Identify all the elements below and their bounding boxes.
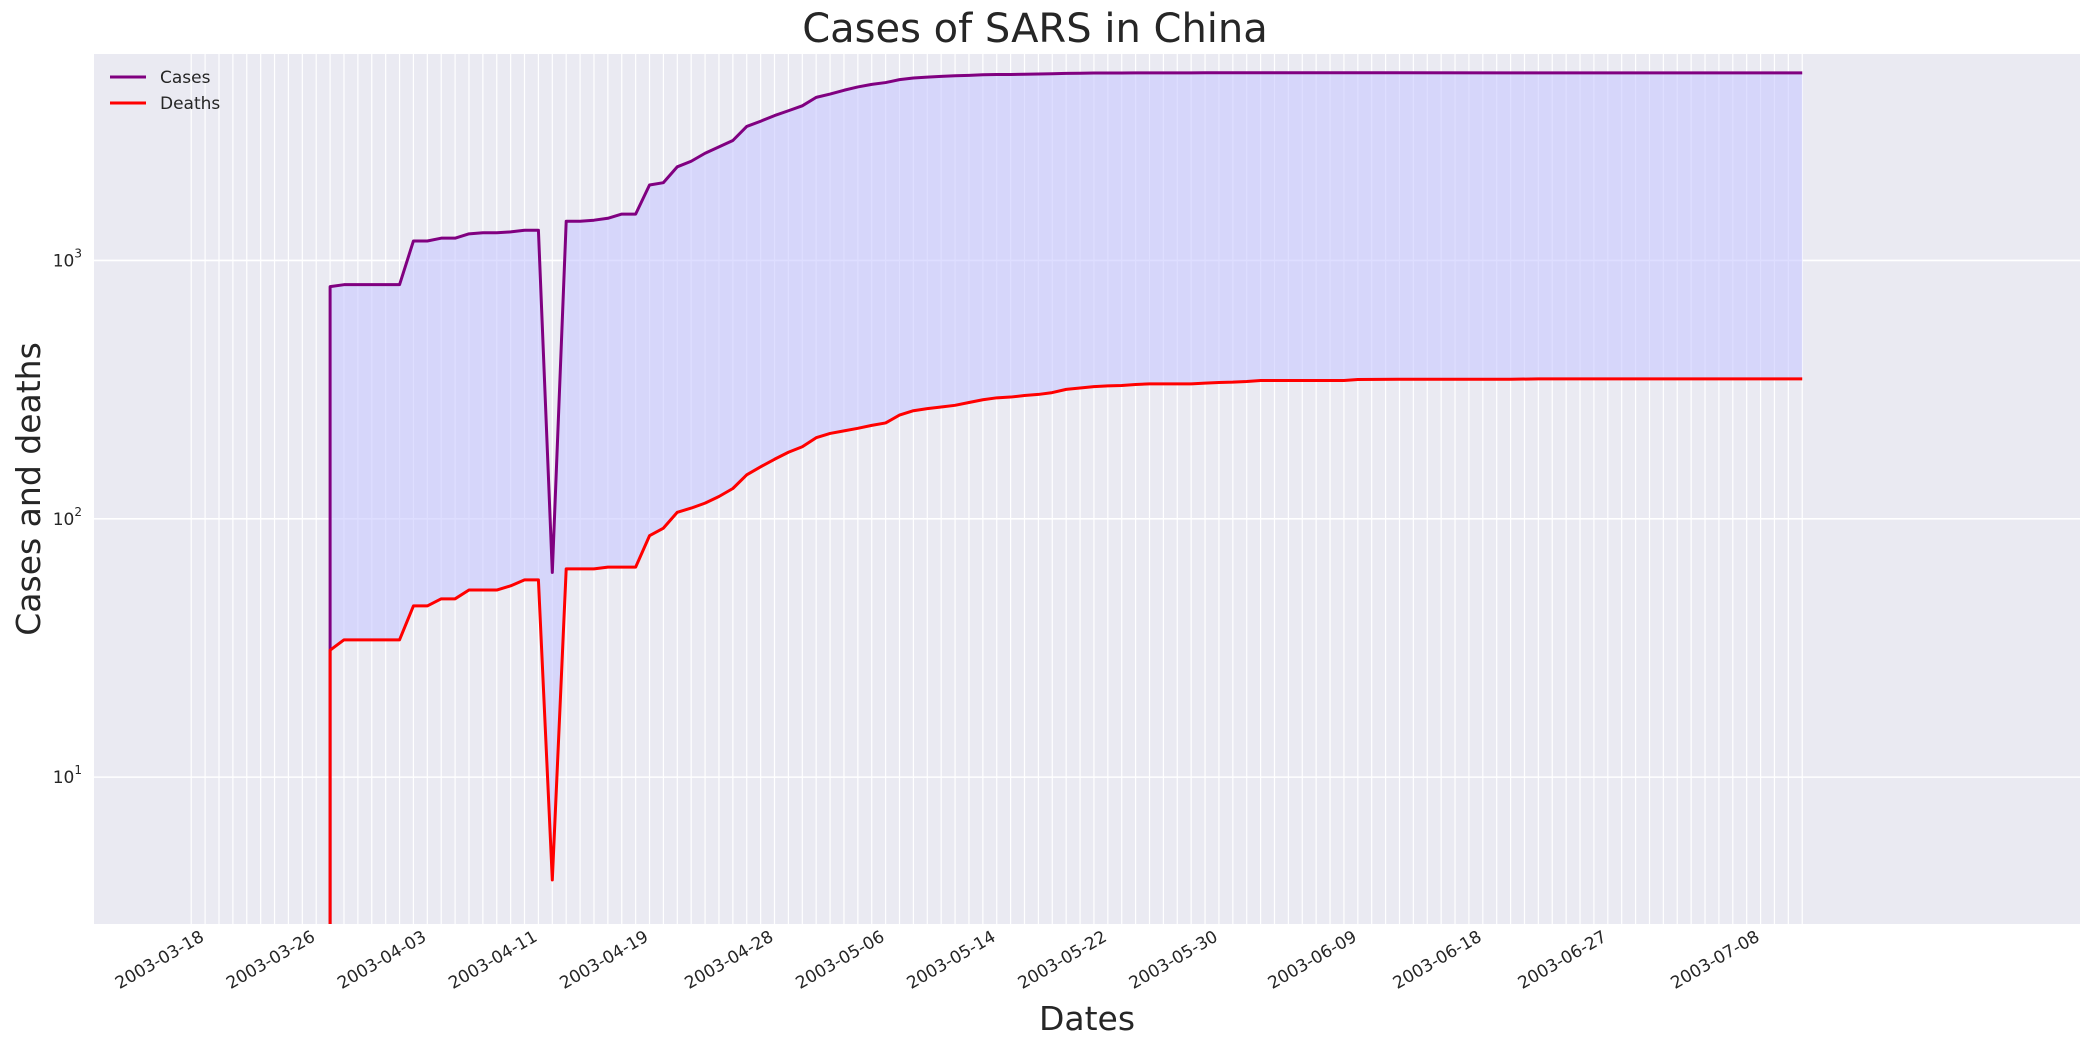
x-axis-ticks: 2003-03-18 2003-03-26 2003-04-03 2003-04-11… [112,927,1763,994]
x-tick-label: 2003-05-06 [793,927,889,994]
y-tick-label: 102 [53,505,82,530]
x-tick-label: 2003-05-14 [904,927,1000,994]
x-tick-label: 2003-04-11 [445,927,541,994]
legend-label-deaths: Deaths [160,94,220,114]
series-lines [328,71,1803,924]
y-axis-label: Cases and deaths [9,342,48,636]
chart-title: Cases of SARS in China [802,6,1268,52]
legend-label-cases: Cases [160,68,211,88]
x-tick-label: 2003-04-28 [681,927,777,994]
series-line-deaths [328,377,1803,924]
y-axis-ticks: 101 102 103 [53,246,82,788]
x-tick-label: 2003-06-18 [1390,927,1486,994]
x-tick-label: 2003-07-08 [1668,927,1764,994]
x-tick-label: 2003-03-18 [112,927,208,994]
y-tick-label: 103 [53,246,82,271]
legend: Cases Deaths [110,68,220,114]
fill-between-area [330,72,1803,925]
cases-deaths-fill [330,72,1803,925]
series-line-cases [328,71,1803,924]
y-tick-label: 101 [53,763,82,788]
x-tick-label: 2003-03-26 [223,927,319,994]
x-axis-label: Dates [1039,999,1135,1038]
x-tick-label: 2003-06-09 [1265,927,1361,994]
x-tick-label: 2003-05-30 [1126,927,1222,994]
x-tick-label: 2003-04-03 [334,927,430,994]
x-tick-label: 2003-04-19 [556,927,652,994]
x-tick-label: 2003-05-22 [1015,927,1111,994]
x-tick-label: 2003-06-27 [1515,927,1611,994]
